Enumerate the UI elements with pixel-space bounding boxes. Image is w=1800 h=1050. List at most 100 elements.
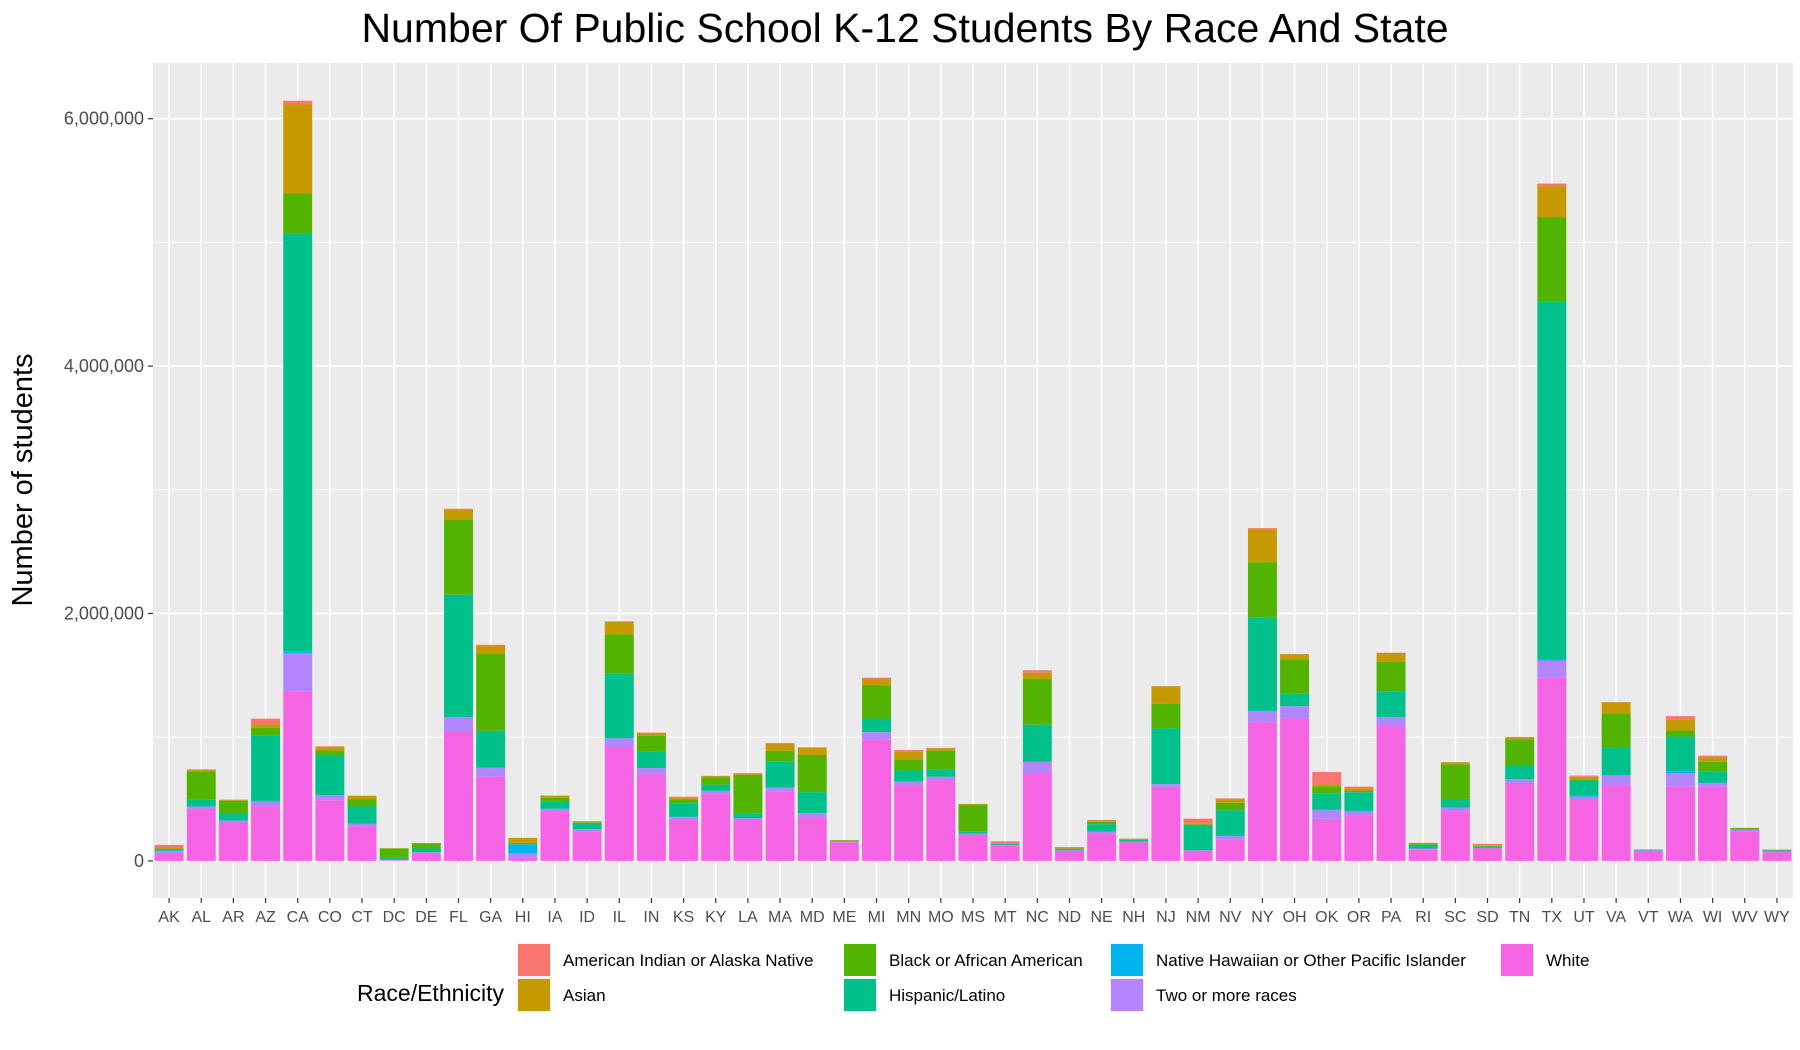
- bar-segment-me-black-or-african-american: [829, 840, 859, 842]
- bar-segment-mn-american-indian-or-alaska-native: [894, 750, 924, 752]
- x-tick-label: MA: [768, 909, 792, 926]
- x-tick-label: WA: [1668, 909, 1694, 926]
- bar-segment-mn-white: [894, 785, 924, 861]
- x-tick-label: VT: [1638, 909, 1659, 926]
- bar-segment-oh-white: [1280, 718, 1310, 861]
- bar-segment-me-white: [829, 842, 859, 861]
- bar-segment-ri-hispanic-latino: [1408, 844, 1438, 849]
- bar-segment-al-black-or-african-american: [186, 771, 216, 800]
- bar-segment-ga-hispanic-latino: [476, 730, 506, 768]
- bar-segment-ri-black-or-african-american: [1408, 843, 1438, 845]
- bar-segment-sc-hispanic-latino: [1440, 798, 1470, 808]
- legend-label-white: White: [1546, 951, 1589, 970]
- bar-segment-mi-two-or-more-races: [862, 732, 891, 740]
- bar-segment-ak-american-indian-or-alaska-native: [154, 844, 184, 849]
- bar-segment-wy-two-or-more-races: [1762, 851, 1792, 853]
- bar-segment-dc-black-or-african-american: [379, 848, 409, 858]
- x-tick-label: TX: [1542, 909, 1563, 926]
- bar-segment-nc-american-indian-or-alaska-native: [1022, 670, 1052, 673]
- bar-segment-nj-two-or-more-races: [1151, 784, 1181, 787]
- bar-segment-il-american-indian-or-alaska-native: [604, 621, 634, 622]
- bar-segment-sc-white: [1440, 811, 1470, 861]
- bar-segment-ak-asian: [154, 848, 184, 850]
- bar-segment-ia-asian: [540, 795, 570, 798]
- x-tick-label: NV: [1219, 909, 1242, 926]
- bar-segment-fl-black-or-african-american: [444, 519, 473, 595]
- bar-segment-id-two-or-more-races: [572, 829, 602, 832]
- bar-segment-ny-american-indian-or-alaska-native: [1247, 528, 1277, 530]
- bar-segment-ny-asian: [1247, 529, 1277, 563]
- bar-segment-wv-white: [1730, 831, 1760, 861]
- bar-segment-nv-american-indian-or-alaska-native: [1215, 798, 1245, 800]
- bar-segment-nj-white: [1151, 786, 1181, 861]
- bar-segment-id-american-indian-or-alaska-native: [572, 821, 602, 822]
- bar-segment-sd-american-indian-or-alaska-native: [1473, 843, 1502, 846]
- bar-segment-ok-white: [1312, 818, 1342, 861]
- bar-segment-mi-hispanic-latino: [862, 718, 891, 733]
- bar-segment-tx-asian: [1537, 186, 1567, 218]
- bar-segment-pa-two-or-more-races: [1376, 717, 1406, 727]
- bar-segment-mi-black-or-african-american: [862, 685, 891, 719]
- bar-segment-mn-black-or-african-american: [894, 759, 924, 771]
- bar-segment-ar-hispanic-latino: [218, 813, 248, 821]
- x-tick-label: LA: [738, 909, 758, 926]
- y-tick-label: 0: [134, 851, 144, 871]
- chart-title: Number Of Public School K-12 Students By…: [361, 5, 1448, 51]
- bar-segment-md-white: [797, 817, 827, 861]
- bar-segment-vt-hispanic-latino: [1633, 849, 1663, 851]
- bar-segment-ri-white: [1408, 849, 1438, 861]
- bar-segment-nh-hispanic-latino: [1119, 839, 1149, 842]
- bar-segment-id-asian: [572, 821, 602, 823]
- x-tick-label: CA: [287, 909, 310, 926]
- bar-segment-va-white: [1601, 785, 1631, 861]
- x-tick-label: KS: [673, 909, 694, 926]
- bar-segment-wy-american-indian-or-alaska-native: [1762, 849, 1792, 851]
- bar-segment-de-hispanic-latino: [411, 848, 441, 853]
- bar-segment-ma-black-or-african-american: [765, 750, 795, 762]
- bar-segment-dc-white: [379, 860, 409, 861]
- bar-segment-ks-asian: [669, 797, 699, 800]
- bar-segment-az-asian: [251, 724, 281, 728]
- legend-swatch-white: [1501, 944, 1533, 976]
- bar-segment-nd-two-or-more-races: [1055, 850, 1084, 851]
- bar-segment-ct-white: [347, 826, 377, 861]
- legend-title: Race/Ethnicity: [357, 980, 505, 1006]
- bar-segment-la-black-or-african-american: [733, 774, 763, 814]
- x-tick-label: FL: [449, 909, 468, 926]
- x-tick-label: KY: [705, 909, 727, 926]
- bar-segment-nv-white: [1215, 839, 1245, 861]
- bar-segment-tn-two-or-more-races: [1505, 779, 1535, 783]
- bar-segment-ms-two-or-more-races: [958, 833, 988, 835]
- x-tick-label: CO: [318, 909, 342, 926]
- bar-segment-nc-two-or-more-races: [1022, 761, 1052, 774]
- bar-segment-mo-white: [926, 780, 956, 861]
- bar-segment-ky-two-or-more-races: [701, 790, 731, 795]
- bar-segment-ks-hispanic-latino: [669, 803, 699, 817]
- bar-segment-wy-hispanic-latino: [1762, 850, 1792, 852]
- bar-segment-ca-two-or-more-races: [283, 653, 313, 692]
- bar-segment-hi-two-or-more-races: [508, 853, 538, 858]
- bar-segment-ct-asian: [347, 795, 377, 800]
- x-tick-label: UT: [1573, 909, 1595, 926]
- bar-segment-ga-white: [476, 776, 506, 861]
- bar-segment-wa-native-hawaiian-or-other-pacific-islander: [1665, 771, 1695, 774]
- bar-segment-nv-native-hawaiian-or-other-pacific-islander: [1215, 834, 1245, 837]
- bar-segment-va-asian: [1601, 702, 1631, 714]
- bar-segment-al-two-or-more-races: [186, 806, 216, 809]
- bar-segment-nc-asian: [1022, 672, 1052, 679]
- x-tick-label: AK: [158, 909, 180, 926]
- bar-segment-co-black-or-african-american: [315, 750, 345, 756]
- legend-label-asian: Asian: [563, 986, 606, 1005]
- x-tick-label: AZ: [255, 909, 276, 926]
- x-tick-label: DC: [383, 909, 406, 926]
- bar-segment-sc-two-or-more-races: [1440, 807, 1470, 812]
- bar-segment-wi-hispanic-latino: [1698, 771, 1728, 783]
- bar-segment-or-hispanic-latino: [1344, 792, 1374, 811]
- bar-segment-ri-asian: [1408, 842, 1438, 844]
- bar-segment-tx-two-or-more-races: [1537, 660, 1567, 678]
- x-tick-label: CT: [351, 909, 373, 926]
- bar-segment-ks-two-or-more-races: [669, 816, 699, 821]
- bar-segment-nm-american-indian-or-alaska-native: [1183, 818, 1213, 824]
- x-tick-label: DE: [415, 909, 437, 926]
- bar-segment-nj-asian: [1151, 686, 1181, 704]
